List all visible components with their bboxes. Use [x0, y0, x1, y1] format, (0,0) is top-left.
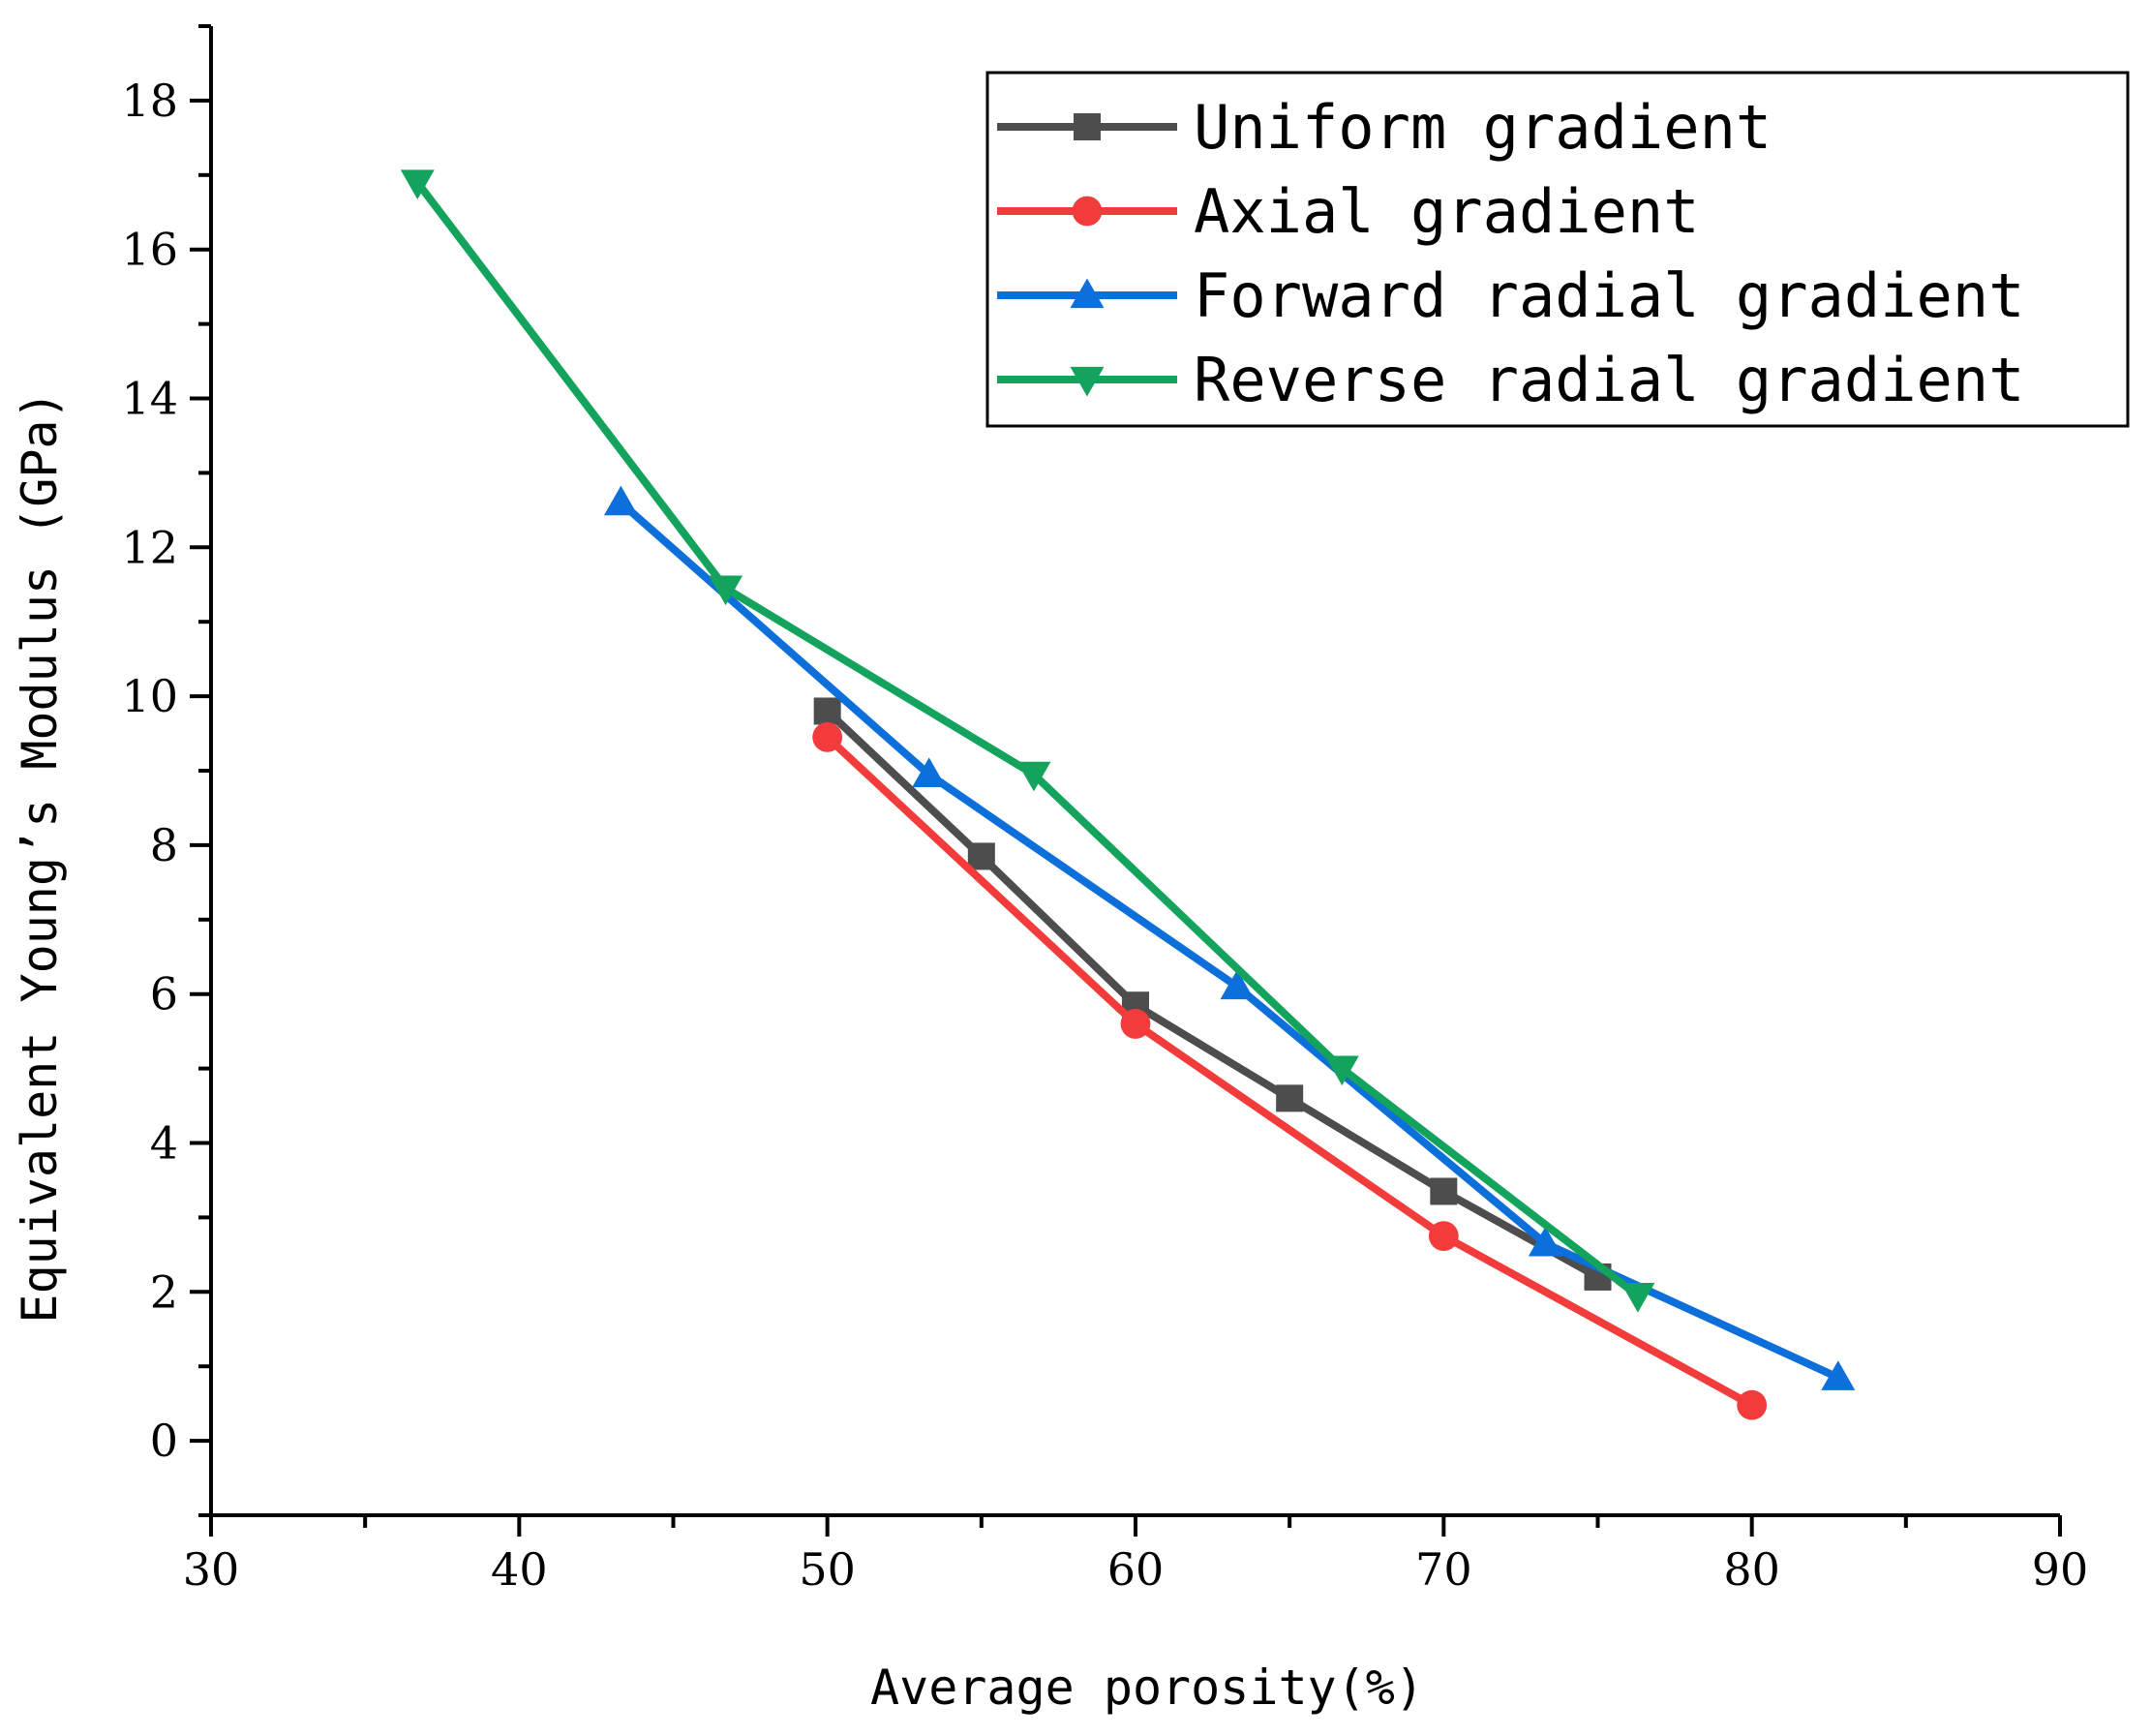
data-point	[1428, 1221, 1459, 1252]
y-tick-label: 8	[150, 819, 178, 871]
x-tick-label: 80	[1723, 1543, 1780, 1596]
legend-swatch-marker	[1070, 366, 1105, 397]
series-line	[824, 708, 1600, 1281]
y-tick-label: 4	[150, 1117, 178, 1170]
y-tick-label: 12	[121, 521, 178, 573]
data-point	[912, 757, 947, 787]
data-point	[1220, 969, 1255, 1000]
data-point	[1737, 1389, 1768, 1420]
x-tick-label: 30	[183, 1543, 240, 1596]
legend-swatch-marker	[1074, 113, 1101, 140]
legend-label: Uniform gradient	[1194, 92, 1772, 163]
data-point	[813, 697, 841, 725]
x-tick-label: 60	[1107, 1543, 1165, 1596]
series-axial-gradient	[812, 721, 1768, 1420]
data-point	[400, 169, 435, 199]
data-point	[1120, 1009, 1151, 1039]
legend-label: Reverse radial gradient	[1194, 345, 2025, 415]
data-point	[1821, 1360, 1856, 1390]
y-tick-label: 6	[150, 968, 178, 1020]
y-axis-title: Equivalent Young’s Modulus (GPa)	[12, 390, 68, 1323]
x-tick-label: 70	[1415, 1543, 1472, 1596]
data-point	[1430, 1177, 1458, 1205]
legend-label: Axial gradient	[1194, 176, 1700, 247]
legend-entry: Forward radial gradient	[997, 260, 2025, 331]
y-tick-label: 0	[150, 1415, 178, 1467]
x-tick-label: 50	[799, 1543, 856, 1596]
data-point	[967, 842, 995, 870]
axes: 30 40 50 60 70 80 90 0 2 4 6 8 10 12 14 16 18	[121, 24, 2089, 1596]
y-tick-label: 10	[121, 670, 178, 722]
legend-swatch-marker	[1070, 278, 1105, 309]
y-tick-label: 2	[150, 1265, 178, 1318]
legend-box	[985, 71, 2130, 428]
series-line	[824, 734, 1754, 1409]
x-tick-label: 90	[2032, 1543, 2089, 1596]
legend-entry: Uniform gradient	[997, 92, 1772, 163]
x-tick-label: 40	[491, 1543, 548, 1596]
data-point	[603, 485, 638, 516]
y-tick-label: 16	[121, 224, 178, 276]
data-point	[1324, 1055, 1359, 1086]
y-tick-label: 18	[121, 75, 178, 127]
series-reverse-radial-gradient	[400, 169, 1655, 1313]
data-point	[812, 721, 843, 752]
legend-label: Forward radial gradient	[1194, 260, 2025, 331]
legend-entry: Axial gradient	[997, 176, 1700, 247]
data-point	[709, 575, 743, 606]
data-point	[1621, 1283, 1655, 1313]
legend-entry: Reverse radial gradient	[997, 345, 2025, 415]
data-point	[1528, 1226, 1562, 1257]
y-tick-label: 14	[121, 373, 178, 425]
legend: Uniform gradient Axial gradient Forward ra…	[985, 71, 2130, 428]
series-layer	[400, 169, 1856, 1420]
legend-swatch-marker	[1072, 196, 1103, 227]
series-forward-radial-gradient	[603, 485, 1856, 1390]
data-point	[1016, 761, 1051, 792]
data-point	[1276, 1084, 1304, 1112]
x-axis-title: Average porosity(%)	[870, 1660, 1424, 1716]
